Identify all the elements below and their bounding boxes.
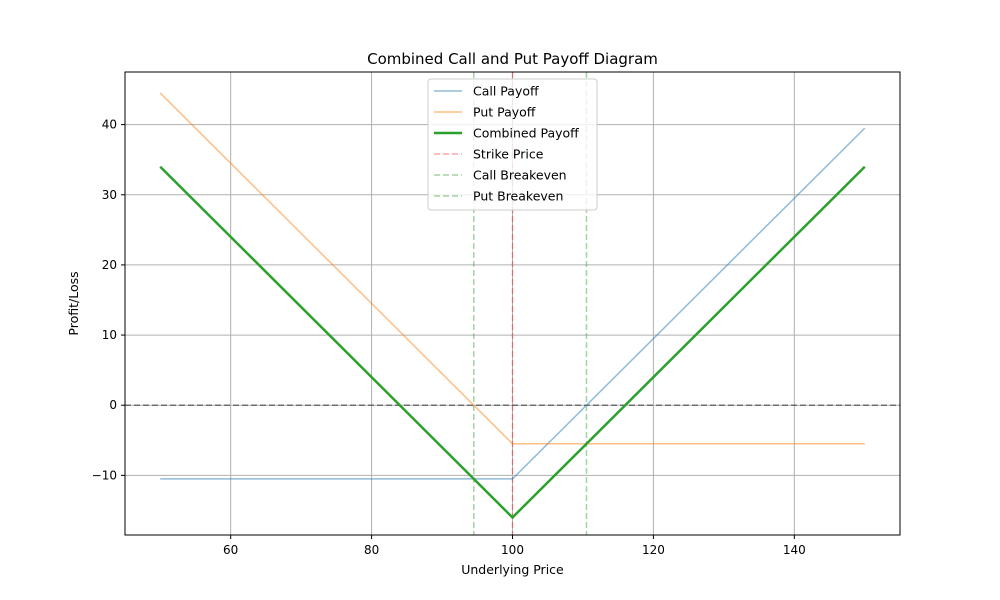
legend-label: Call Payoff <box>473 84 539 99</box>
series-lines <box>159 92 866 520</box>
y-tick-label: 30 <box>102 188 117 202</box>
put-payoff-line <box>159 92 865 445</box>
legend-label: Put Breakeven <box>473 189 563 204</box>
y-tick-label: 0 <box>109 398 117 412</box>
x-tick-label: 120 <box>642 543 665 557</box>
x-tick-label: 80 <box>364 543 379 557</box>
y-axis-title: Profit/Loss <box>66 271 81 335</box>
x-tick-label: 60 <box>223 543 238 557</box>
legend-label: Put Payoff <box>473 105 536 120</box>
y-tick-label: 10 <box>102 328 117 342</box>
axis-ticks: 60 80 100 120 140 −10 0 10 20 30 40 <box>92 118 806 557</box>
legend: Call Payoff Put Payoff Combined Payoff Stri… <box>427 78 598 211</box>
call-payoff-line <box>160 127 866 480</box>
y-tick-label: 40 <box>102 118 117 132</box>
legend-label: Call Breakeven <box>473 168 567 183</box>
legend-label: Strike Price <box>473 147 544 162</box>
legend-box <box>427 78 598 211</box>
x-tick-label: 100 <box>501 543 524 557</box>
x-tick-label: 140 <box>783 543 806 557</box>
legend-label: Combined Payoff <box>473 126 579 141</box>
chart-title: Combined Call and Put Payoff Diagram <box>367 50 658 68</box>
combined-payoff-line <box>159 165 866 520</box>
y-tick-label: 20 <box>102 258 117 272</box>
x-axis-title: Underlying Price <box>461 562 564 577</box>
y-tick-label: −10 <box>92 468 117 482</box>
